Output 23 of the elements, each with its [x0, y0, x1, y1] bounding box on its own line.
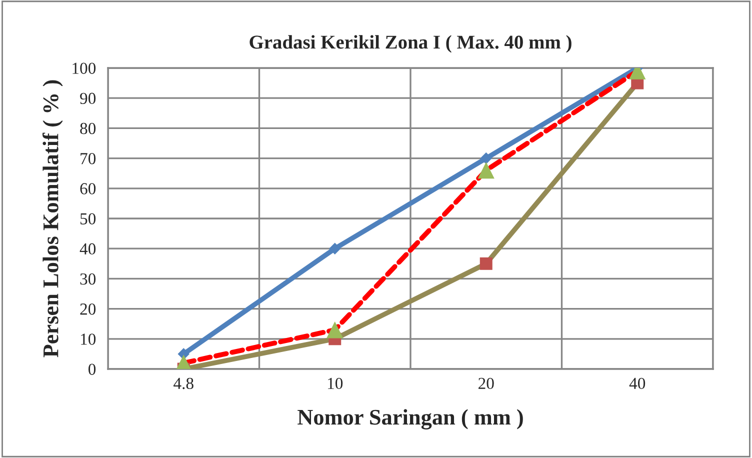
y-tick-label: 20 — [80, 304, 96, 315]
y-tick-label: 60 — [80, 183, 96, 194]
x-axis-title: Nomor Saringan ( mm ) — [298, 409, 523, 430]
y-tick-label: 30 — [80, 273, 96, 285]
chart-title: Gradasi Kerikil Zona I ( Max. 40 mm ) — [250, 35, 572, 53]
point — [478, 162, 494, 179]
x-tick-label: 4.8 — [174, 378, 194, 390]
point — [480, 152, 492, 164]
point — [329, 242, 340, 254]
y-tick-label: 0 — [88, 364, 96, 375]
y-tick-label: 40 — [80, 243, 96, 255]
y-tick-label: 80 — [80, 122, 96, 134]
y-tick-label: 70 — [80, 153, 96, 164]
x-tick-label: 20 — [478, 378, 494, 390]
x-tick-label: 10 — [328, 378, 343, 390]
y-tick-label: 100 — [72, 62, 96, 74]
x-tick-label: 40 — [629, 378, 646, 390]
y-axis-title: Persen Lolos Komulatif ( % ) — [42, 80, 63, 358]
point — [326, 322, 344, 338]
y-tick-label: 10 — [80, 334, 96, 345]
y-tick-label: 50 — [80, 213, 96, 224]
point — [480, 257, 492, 270]
y-tick-label: 90 — [80, 92, 96, 104]
